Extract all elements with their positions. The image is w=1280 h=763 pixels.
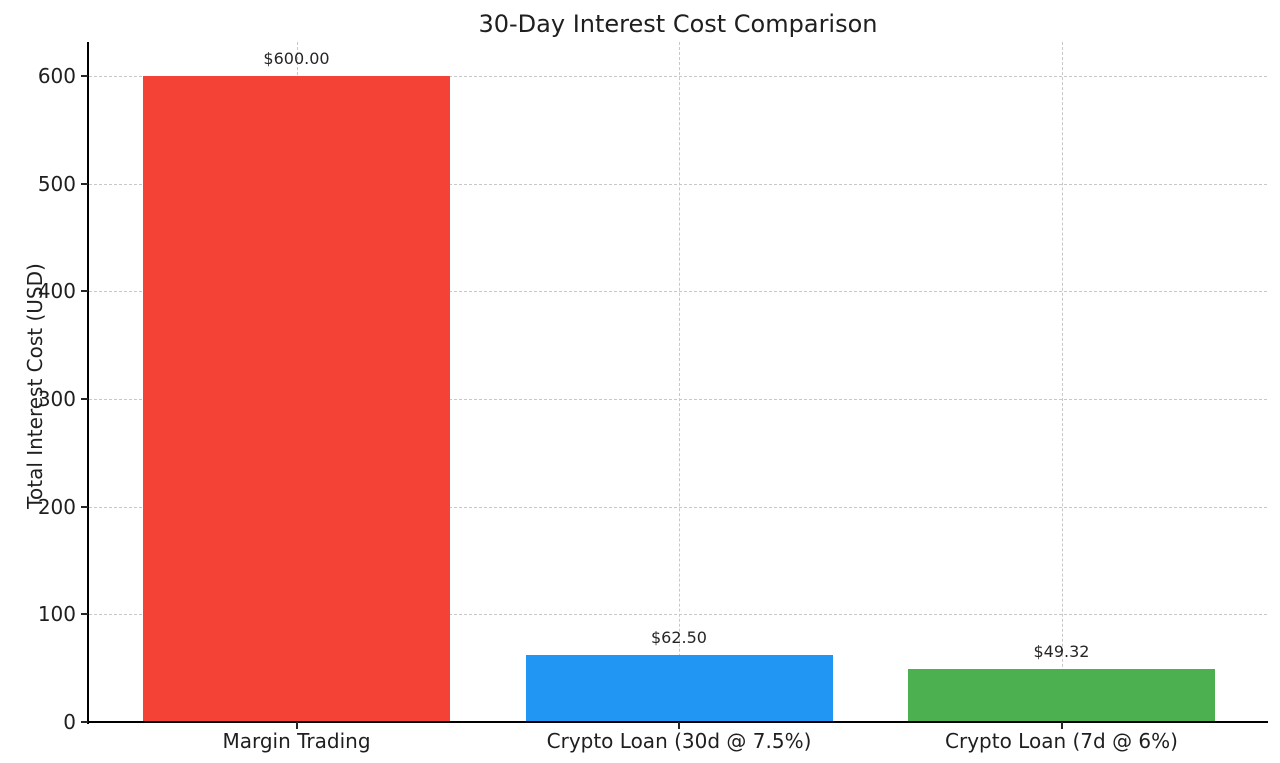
gridline-horizontal (89, 399, 1267, 400)
bar-margin-trading (143, 76, 450, 722)
gridline-vertical (1061, 42, 1063, 722)
gridline-vertical (679, 42, 680, 722)
bar-crypto-loan-30d-7-5 (525, 654, 833, 722)
y-tick-mark (81, 721, 88, 723)
x-tick-mark (1060, 722, 1063, 729)
x-tick-mark (295, 722, 298, 729)
bar-value-label: $62.50 (651, 627, 707, 647)
x-axis-spine (87, 721, 1268, 723)
y-tick-label: 500 (37, 171, 76, 196)
bar-value-label: $600.00 (263, 49, 330, 69)
bar-crypto-loan-7d-6 (908, 668, 1215, 722)
y-tick-label: 200 (37, 494, 76, 519)
gridline-horizontal (89, 183, 1267, 185)
y-tick-mark (81, 182, 88, 185)
y-tick-label: 100 (37, 602, 76, 627)
x-tick-label: Crypto Loan (30d @ 7.5%) (546, 729, 812, 753)
y-tick-label: 600 (37, 64, 76, 89)
gridline-horizontal (89, 76, 1267, 78)
y-tick-mark (81, 75, 88, 78)
x-tick-label: Margin Trading (222, 729, 371, 753)
gridline-horizontal (89, 291, 1267, 293)
x-tick-label: Crypto Loan (7d @ 6%) (945, 729, 1178, 753)
y-tick-mark (81, 613, 88, 616)
y-axis-spine (87, 42, 89, 724)
y-tick-label: 0 (63, 710, 76, 734)
plot-area: $600.00 $62.50 $49.32 (89, 42, 1267, 722)
bar-value-label: $49.32 (1033, 641, 1090, 661)
gridline-horizontal (89, 506, 1267, 508)
y-tick-mark (81, 290, 88, 293)
x-tick-mark (678, 722, 680, 729)
gridline-horizontal (89, 614, 1267, 616)
y-tick-label: 300 (37, 387, 76, 411)
y-tick-mark (81, 398, 88, 400)
y-tick-mark (81, 505, 88, 508)
y-tick-label: 400 (37, 279, 76, 304)
chart-title: 30-Day Interest Cost Comparison (478, 10, 878, 38)
